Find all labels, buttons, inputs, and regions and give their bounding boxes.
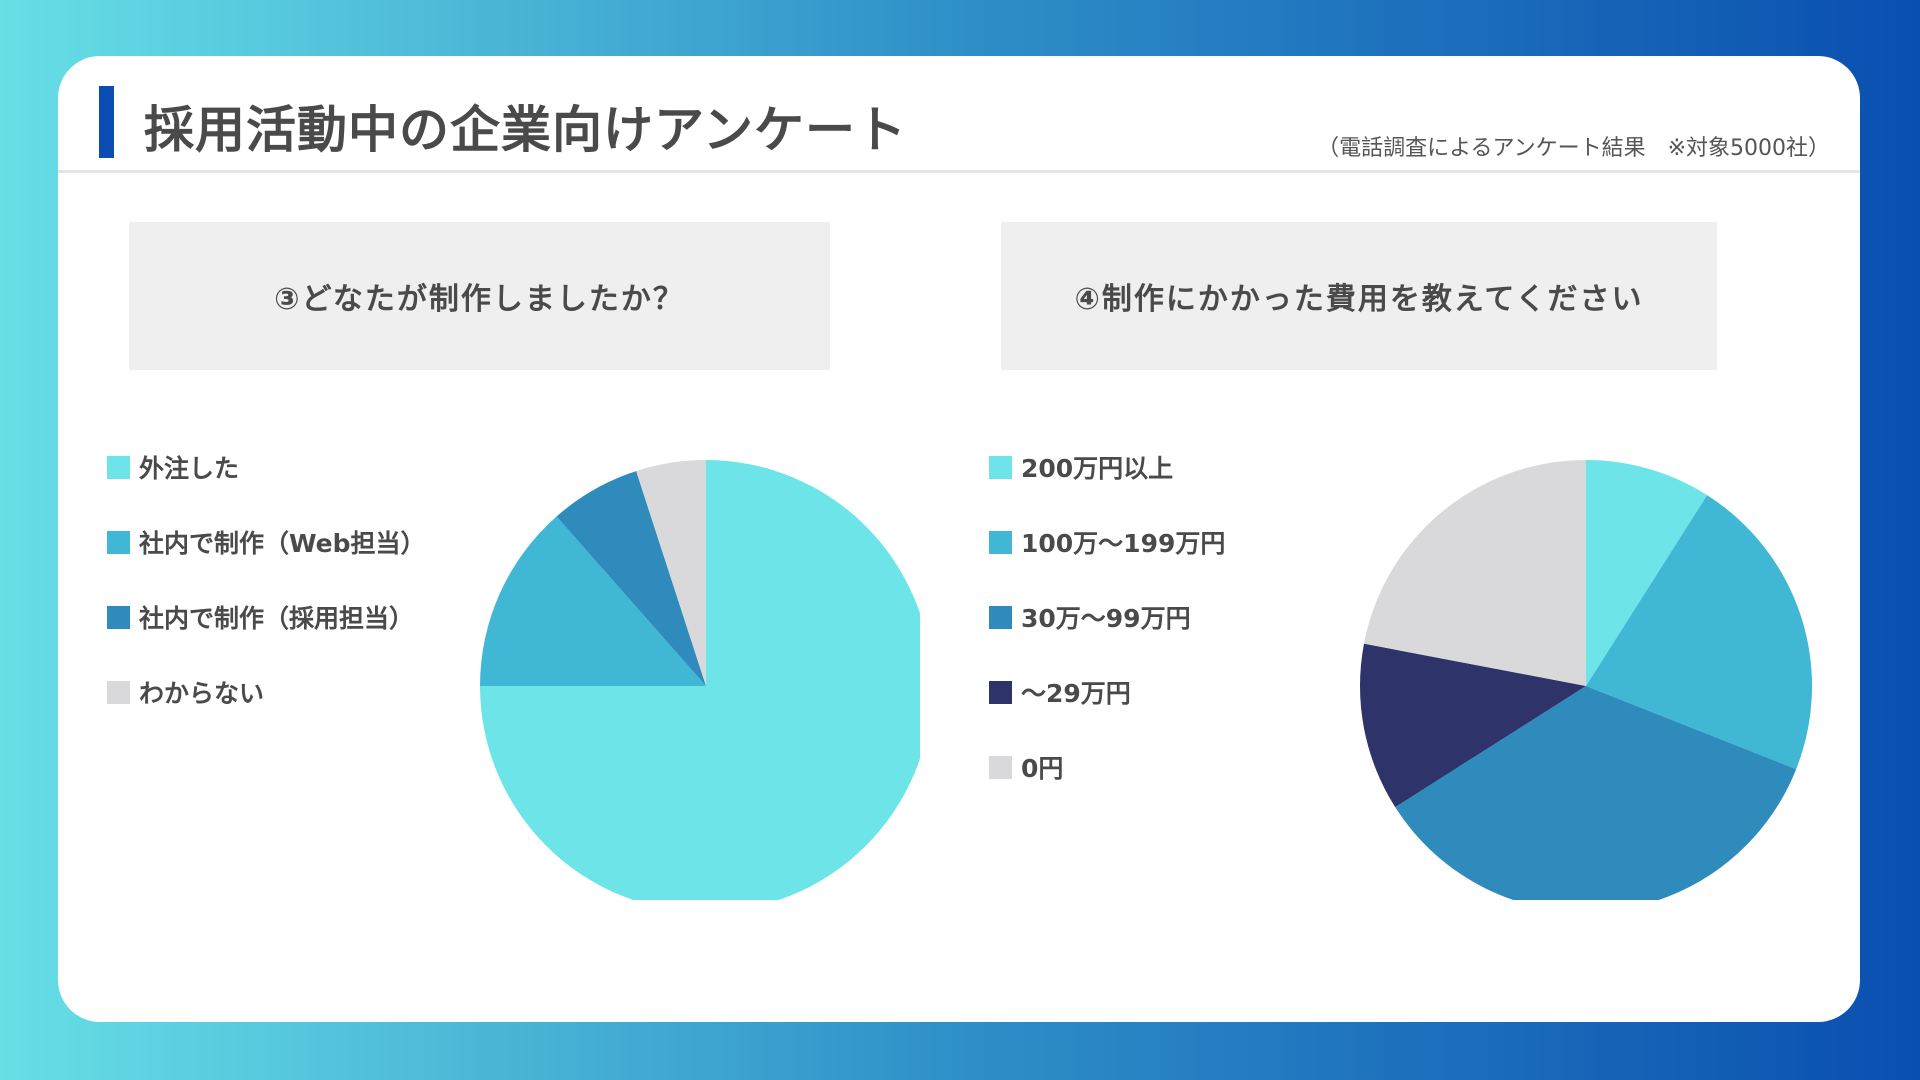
pie-slice xyxy=(1586,460,1708,686)
legend-label: 社内で制作（Web担当） xyxy=(139,529,426,558)
question-3-title: ③どなたが制作しましたか？ xyxy=(274,282,685,317)
pie-slice xyxy=(636,460,706,686)
legend-item: 社内で制作（採用担当） xyxy=(107,602,415,633)
legend-swatch xyxy=(107,605,130,629)
question-3-box: ③どなたが制作しましたか？ xyxy=(129,222,830,370)
pie-slice xyxy=(480,516,706,686)
legend-item: 0円 xyxy=(989,752,1064,783)
pie-slice xyxy=(480,460,920,900)
legend-item: 30万～99万円 xyxy=(989,602,1191,633)
header-divider xyxy=(58,170,1860,173)
pie-slice xyxy=(1364,460,1586,686)
legend-label: 100万～199万円 xyxy=(1021,529,1226,558)
legend-swatch xyxy=(107,680,130,704)
legend-swatch xyxy=(989,530,1012,554)
legend-swatch xyxy=(989,455,1012,479)
chart-1-pie xyxy=(480,460,920,900)
chart-2-pie xyxy=(1360,460,1812,900)
pie-slice xyxy=(1586,495,1812,770)
title-accent-bar xyxy=(99,86,114,158)
legend-swatch xyxy=(989,755,1012,779)
legend-item: 社内で制作（Web担当） xyxy=(107,527,426,558)
legend-item: 200万円以上 xyxy=(989,452,1174,483)
legend-item: 100万～199万円 xyxy=(989,527,1226,558)
legend-label: 30万～99万円 xyxy=(1021,604,1191,633)
legend-label: 外注した xyxy=(139,454,240,483)
pie-slice xyxy=(1395,686,1797,900)
question-4-box: ④制作にかかった費用を教えてください xyxy=(1001,222,1717,370)
legend-swatch xyxy=(107,530,130,554)
legend-swatch xyxy=(107,455,130,479)
legend-item: 外注した xyxy=(107,452,240,483)
survey-note: （電話調査によるアンケート結果 ※対象5000社） xyxy=(1317,136,1830,161)
legend-swatch xyxy=(989,605,1012,629)
legend-label: ～29万円 xyxy=(1021,679,1131,708)
legend-label: 200万円以上 xyxy=(1021,454,1174,483)
question-4-title: ④制作にかかった費用を教えてください xyxy=(1074,282,1644,317)
pie-slice xyxy=(556,471,706,686)
legend-item: ～29万円 xyxy=(989,677,1131,708)
legend-label: わからない xyxy=(139,679,265,708)
legend-label: 社内で制作（採用担当） xyxy=(139,604,415,633)
legend-item: わからない xyxy=(107,677,265,708)
legend-label: 0円 xyxy=(1021,754,1064,783)
legend-swatch xyxy=(989,680,1012,704)
page-title: 採用活動中の企業向けアンケート xyxy=(144,101,907,159)
pie-slice xyxy=(1360,643,1586,808)
